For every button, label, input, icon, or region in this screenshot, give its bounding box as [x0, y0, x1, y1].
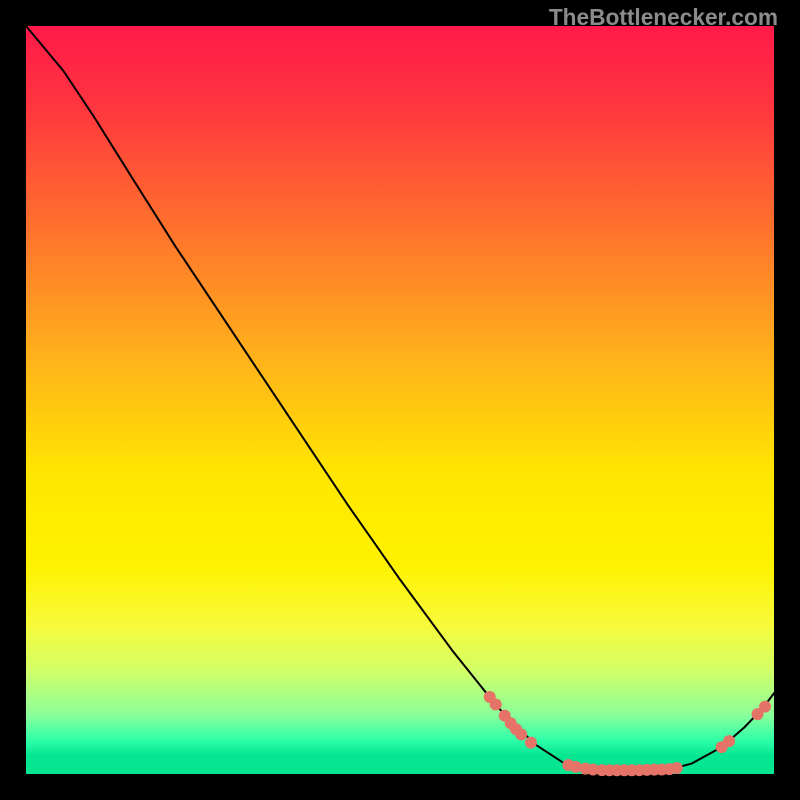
watermark-text: TheBottlenecker.com: [549, 4, 778, 31]
data-marker: [723, 735, 735, 747]
chart-svg: [0, 0, 800, 800]
data-marker: [759, 701, 771, 713]
data-marker: [525, 737, 537, 749]
data-marker: [515, 728, 527, 740]
data-marker: [671, 762, 683, 774]
data-marker: [490, 698, 502, 710]
plot-background: [26, 26, 774, 774]
chart-container: TheBottlenecker.com: [0, 0, 800, 800]
